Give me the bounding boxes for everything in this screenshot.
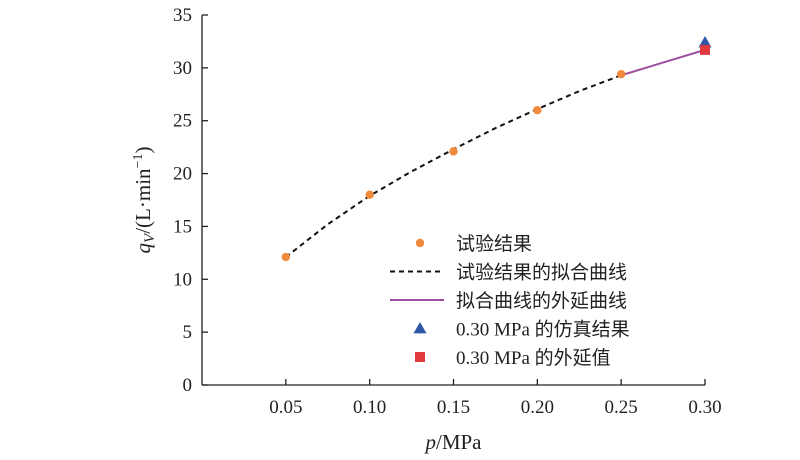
plot-area	[281, 35, 712, 262]
y-tick-label: 30	[173, 58, 192, 79]
ticks: 0 5 10 15 20 25 30 35 0.05 0.10 0.15 0.20 0.25 0.30	[173, 5, 722, 418]
legend-label-2: 拟合曲线的外延曲线	[456, 290, 627, 312]
y-axis-label: qV/(L·min−1)	[131, 147, 158, 254]
x-tick-label: 0.25	[605, 397, 638, 418]
series-4-point	[700, 44, 710, 55]
legend-label-3: 0.30 MPa 的仿真结果	[456, 319, 630, 341]
y-tick-label: 25	[173, 111, 192, 132]
series-0-point	[449, 147, 458, 156]
y-tick-label: 20	[173, 164, 192, 185]
legend-marker-0	[415, 238, 425, 248]
y-tick-label: 15	[173, 216, 192, 237]
x-tick-label: 0.10	[353, 397, 386, 418]
x-tick-label: 0.05	[269, 397, 302, 418]
legend-marker-3	[413, 322, 427, 334]
series-3-point	[698, 35, 712, 48]
series-0-point	[533, 105, 542, 115]
series-0-point	[616, 70, 626, 79]
y-tick-label: 0	[183, 375, 193, 396]
y-tick-label: 35	[173, 5, 192, 26]
x-tick-label: 0.30	[688, 397, 721, 418]
legend-label-4: 0.30 MPa 的外延值	[456, 347, 611, 369]
series-1-line	[285, 74, 622, 258]
x-axis-label: p/MPa	[423, 430, 482, 454]
legend-marker-4	[415, 352, 425, 362]
y-tick-label: 10	[173, 269, 192, 290]
x-tick-label: 0.15	[437, 397, 470, 418]
legend-label-0: 试验结果	[456, 233, 532, 255]
x-tick-label: 0.20	[521, 397, 554, 418]
series-0-point	[281, 252, 291, 262]
series-0-point	[365, 190, 374, 199]
y-tick-label: 5	[183, 322, 193, 343]
series-2-line	[620, 48, 706, 77]
legend-label-1: 试验结果的拟合曲线	[456, 262, 627, 284]
